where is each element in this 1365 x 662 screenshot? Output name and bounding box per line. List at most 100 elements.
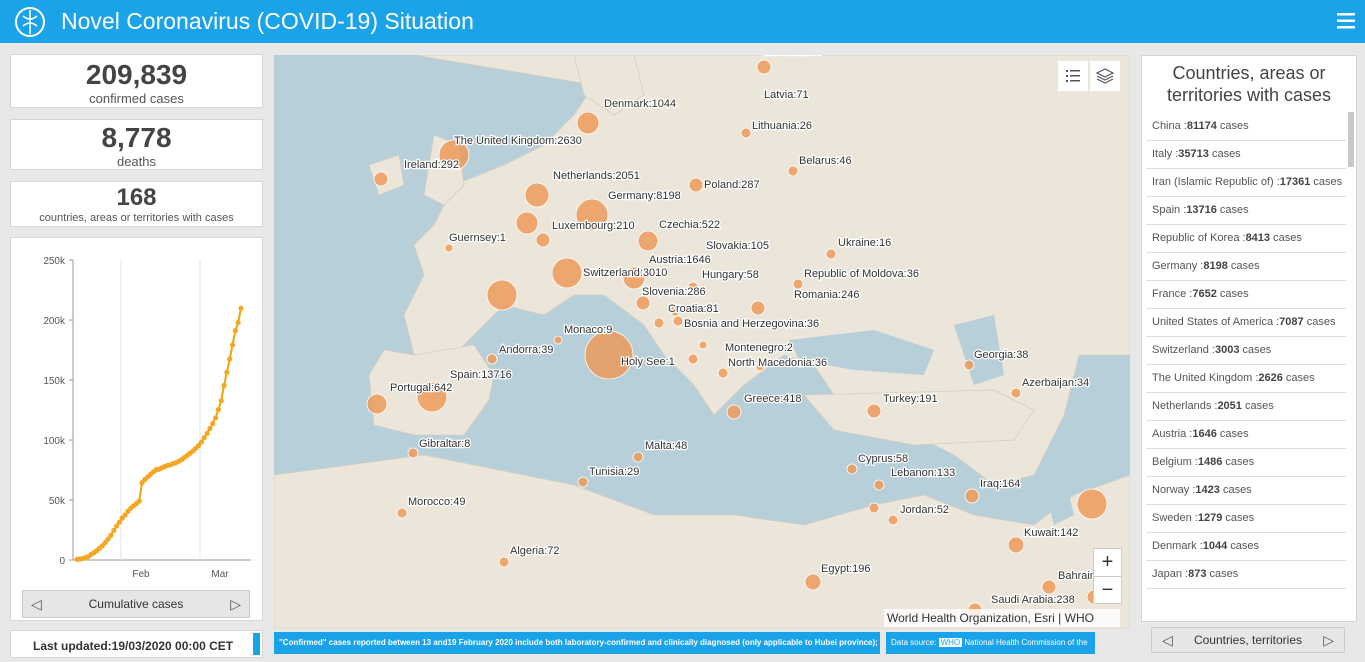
case-bubble[interactable] (1076, 488, 1108, 520)
case-bubble[interactable] (373, 171, 389, 187)
case-bubble[interactable] (407, 447, 419, 459)
case-bubble[interactable] (577, 476, 589, 488)
case-bubbles[interactable] (366, 59, 1108, 618)
case-bubble[interactable] (750, 300, 766, 316)
country-list-item[interactable]: France :7652 cases (1146, 281, 1346, 309)
case-bubble[interactable] (846, 463, 858, 475)
data-point[interactable] (235, 319, 241, 326)
scrollbar[interactable] (253, 633, 260, 655)
case-bubble[interactable] (635, 295, 651, 311)
country-list-item[interactable]: Netherlands :2051 cases (1146, 393, 1346, 421)
case-bubble[interactable] (787, 165, 799, 177)
case-bubble[interactable] (553, 335, 563, 345)
data-point[interactable] (198, 439, 205, 445)
case-bubble[interactable] (825, 248, 837, 260)
case-bubble[interactable] (576, 111, 600, 135)
country-list-item[interactable]: Denmark :1044 cases (1146, 533, 1346, 561)
data-point[interactable] (221, 382, 227, 389)
layers-icon[interactable] (1090, 61, 1120, 91)
data-point[interactable] (207, 425, 213, 432)
data-point[interactable] (116, 519, 123, 525)
country-list-item[interactable]: The United Kingdom :2626 cases (1146, 365, 1346, 393)
chevron-left-icon[interactable]: ◁ (1162, 632, 1173, 648)
case-bubble[interactable] (444, 243, 454, 253)
case-bubble[interactable] (637, 230, 659, 252)
map-canvas[interactable]: Estonia:258 Denmark:1044 Latvia:71 Lithuani… (274, 55, 1130, 629)
data-point[interactable] (204, 430, 210, 436)
case-bubble[interactable] (687, 353, 699, 365)
case-bubble[interactable] (873, 479, 885, 491)
data-point[interactable] (122, 512, 128, 518)
case-bubble[interactable] (396, 507, 408, 519)
data-point[interactable] (113, 523, 120, 529)
case-bubble[interactable] (963, 359, 975, 371)
case-bubble[interactable] (1007, 536, 1025, 554)
country-list-item[interactable]: Iran (Islamic Republic of) :17361 cases (1146, 169, 1346, 197)
data-point[interactable] (210, 420, 216, 427)
chevron-left-icon[interactable]: ◁ (31, 596, 42, 612)
case-bubble[interactable] (524, 182, 550, 208)
data-source-who-link[interactable]: WHO (938, 638, 963, 647)
case-bubble[interactable] (622, 266, 646, 290)
case-bubble[interactable] (687, 281, 699, 293)
data-point[interactable] (195, 443, 202, 449)
data-point[interactable] (105, 536, 111, 542)
data-point[interactable] (108, 532, 114, 538)
data-point[interactable] (238, 305, 244, 311)
data-point[interactable] (229, 342, 236, 348)
country-list-item[interactable]: Italy :35713 cases (1146, 141, 1346, 169)
case-bubble[interactable] (804, 573, 822, 591)
case-bubble[interactable] (964, 488, 980, 504)
case-bubble[interactable] (672, 315, 684, 327)
case-bubble[interactable] (575, 198, 609, 232)
case-bubble[interactable] (416, 381, 448, 413)
case-bubble[interactable] (486, 353, 498, 365)
country-list-scrollbar[interactable] (1348, 112, 1354, 167)
data-point[interactable] (227, 356, 233, 362)
case-bubble[interactable] (866, 403, 882, 419)
country-list-item[interactable]: Belgium :1486 cases (1146, 449, 1346, 477)
case-bubble[interactable] (792, 278, 804, 290)
data-point[interactable] (212, 415, 219, 421)
case-bubble[interactable] (1010, 387, 1022, 399)
country-list-item[interactable]: Republic of Korea :8413 cases (1146, 225, 1346, 253)
zoom-out-button[interactable]: − (1101, 579, 1114, 601)
case-bubble[interactable] (698, 340, 708, 350)
case-bubble[interactable] (726, 404, 742, 420)
case-bubble[interactable] (887, 514, 899, 526)
case-bubble[interactable] (740, 127, 752, 139)
country-list-item[interactable]: Austria :1646 cases (1146, 421, 1346, 449)
data-point[interactable] (232, 328, 238, 334)
case-bubble[interactable] (1041, 579, 1057, 595)
case-bubble[interactable] (756, 59, 772, 75)
case-bubble[interactable] (366, 393, 388, 415)
data-point[interactable] (111, 527, 117, 534)
country-list-item[interactable]: Japan :873 cases (1146, 561, 1346, 589)
case-bubble[interactable] (632, 451, 644, 463)
country-list-item[interactable]: Germany :8198 cases (1146, 253, 1346, 281)
data-point[interactable] (136, 498, 142, 504)
case-bubble[interactable] (669, 305, 681, 317)
map-view[interactable]: Estonia:258 Denmark:1044 Latvia:71 Lithuani… (274, 55, 1130, 629)
case-bubble[interactable] (498, 556, 510, 568)
case-bubble[interactable] (438, 139, 470, 171)
country-list-item[interactable]: Norway :1423 cases (1146, 477, 1346, 505)
case-bubble[interactable] (535, 232, 551, 248)
data-point[interactable] (224, 369, 230, 375)
data-point[interactable] (218, 398, 224, 404)
case-bubble[interactable] (688, 177, 704, 193)
data-point[interactable] (215, 407, 221, 413)
case-bubble[interactable] (584, 330, 634, 380)
data-point[interactable] (201, 435, 207, 441)
country-list-item[interactable]: Sweden :1279 cases (1146, 505, 1346, 533)
case-bubble[interactable] (551, 257, 583, 289)
country-list-item[interactable]: China :81174 cases (1146, 113, 1346, 141)
case-bubble[interactable] (755, 362, 765, 372)
chevron-right-icon[interactable]: ▷ (1323, 632, 1334, 648)
case-bubble[interactable] (717, 367, 729, 379)
country-list-item[interactable]: Switzerland :3003 cases (1146, 337, 1346, 365)
country-list-item[interactable]: Spain :13716 cases (1146, 197, 1346, 225)
legend-list-icon[interactable] (1058, 61, 1088, 91)
chevron-right-icon[interactable]: ▷ (230, 596, 241, 612)
country-list-item[interactable]: United States of America :7087 cases (1146, 309, 1346, 337)
